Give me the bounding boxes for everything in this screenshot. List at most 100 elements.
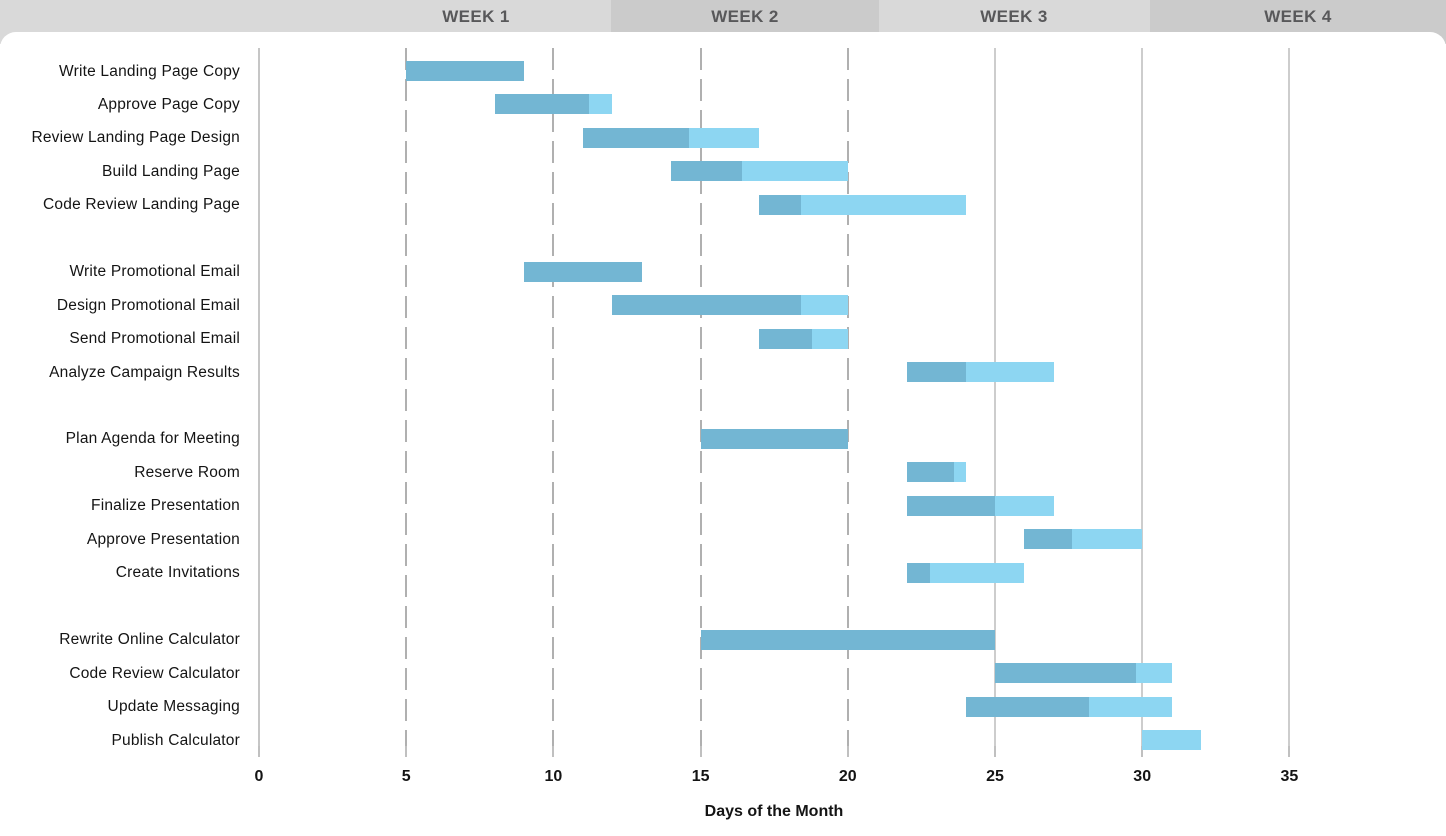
axis-tick-day-10 — [552, 746, 555, 757]
gridline-day-30 — [1141, 48, 1144, 755]
bar-complete-segment — [523, 261, 642, 282]
bar-complete-segment — [906, 462, 954, 483]
bar-remaining-segment — [741, 161, 848, 182]
axis-tick-label-day-10: 10 — [544, 768, 563, 785]
axis-tick-day-5 — [405, 746, 408, 757]
task-bar-g4-3 — [965, 696, 1172, 717]
axis-tick-day-20 — [846, 746, 849, 757]
task-bar-g1-2 — [494, 94, 613, 115]
task-bar-g2-3 — [759, 328, 848, 349]
bar-remaining-segment — [1071, 529, 1143, 550]
gridline-day-15 — [699, 48, 702, 755]
task-bar-g1-4 — [671, 161, 848, 182]
task-bar-g2-1 — [523, 261, 642, 282]
task-label-g1-3: Review Landing Page Design — [31, 129, 240, 147]
bar-complete-segment — [700, 629, 995, 650]
axis-tick-day-0 — [258, 746, 260, 757]
axis-tick-day-15 — [699, 746, 702, 757]
x-axis-title: Days of the Month — [704, 803, 844, 820]
bar-complete-segment — [406, 61, 524, 81]
bar-remaining-segment — [1142, 730, 1202, 750]
bar-remaining-segment — [588, 94, 613, 115]
axis-tick-label-day-5: 5 — [401, 768, 411, 785]
axis-tick-label-day-25: 25 — [986, 768, 1004, 785]
gridline-day-35 — [1288, 48, 1291, 755]
bar-remaining-segment — [930, 562, 1025, 583]
bar-remaining-segment — [688, 127, 760, 148]
task-label-g2-2: Design Promotional Email — [56, 296, 240, 314]
task-bar-g3-4 — [1024, 529, 1143, 550]
task-bar-g3-2 — [906, 462, 966, 483]
task-bar-g3-5 — [906, 562, 1025, 583]
bar-remaining-segment — [800, 194, 966, 215]
task-label-g3-4: Approve Presentation — [86, 530, 240, 548]
bar-remaining-segment — [1089, 696, 1172, 717]
bar-complete-segment — [700, 428, 848, 449]
week4-label: WEEK 4 — [1264, 7, 1332, 26]
week3-label: WEEK 3 — [980, 7, 1048, 26]
bar-complete-segment — [494, 94, 589, 115]
task-label-g1-1: Write Landing Page Copy — [59, 62, 240, 80]
task-bar-g2-4 — [906, 362, 1054, 383]
bar-complete-segment — [906, 562, 931, 583]
task-label-g1-2: Approve Page Copy — [97, 95, 240, 113]
task-bar-g4-4 — [1142, 730, 1202, 750]
task-label-g4-2: Code Review Calculator — [69, 664, 240, 682]
bar-complete-segment — [612, 295, 801, 316]
gridline-day-5 — [405, 48, 408, 755]
week1-label: WEEK 1 — [442, 7, 510, 26]
task-label-g1-4: Build Landing Page — [101, 162, 240, 180]
gridline-day-0 — [258, 48, 260, 755]
task-label-g2-4: Analyze Campaign Results — [49, 363, 240, 381]
axis-tick-label-day-30: 30 — [1133, 768, 1152, 785]
task-label-g4-4: Publish Calculator — [111, 731, 240, 749]
task-label-g3-3: Finalize Presentation — [91, 497, 240, 515]
task-label-g4-1: Rewrite Online Calculator — [59, 631, 240, 649]
bar-remaining-segment — [812, 328, 848, 349]
axis-tick-label-day-15: 15 — [691, 768, 710, 785]
axis-tick-day-25 — [994, 746, 996, 757]
week-header-band: WEEK 1 WEEK 2 WEEK 3 WEEK 4 — [0, 0, 1446, 44]
gridline-day-25 — [994, 48, 996, 755]
bar-complete-segment — [1024, 529, 1072, 550]
gantt-plot: 0 5 10 15 20 25 30 35 Write Landing Page Copy App… — [0, 32, 1446, 836]
axis-tick-day-30 — [1141, 746, 1144, 757]
task-label-g1-5: Code Review Landing Page — [43, 196, 240, 214]
task-bar-g4-1 — [700, 629, 995, 650]
bar-remaining-segment — [994, 495, 1054, 516]
bar-remaining-segment — [800, 295, 848, 316]
week2-label: WEEK 2 — [711, 7, 779, 26]
gridline-day-10 — [552, 48, 555, 755]
task-label-g3-2: Reserve Room — [134, 463, 240, 481]
bar-complete-segment — [995, 663, 1137, 684]
task-bar-g3-3 — [906, 495, 1054, 516]
task-label-g3-5: Create Invitations — [115, 564, 240, 582]
axis-tick-label-day-35: 35 — [1280, 768, 1299, 785]
task-bar-g1-5 — [759, 194, 966, 215]
bar-complete-segment — [759, 194, 801, 215]
task-bar-g3-1 — [700, 428, 848, 449]
bar-complete-segment — [582, 127, 689, 148]
bar-complete-segment — [671, 161, 742, 182]
axis-tick-label-day-0: 0 — [254, 768, 264, 785]
bar-remaining-segment — [1136, 663, 1172, 684]
bar-complete-segment — [906, 362, 966, 383]
task-bar-g2-2 — [612, 295, 848, 316]
task-bar-g1-3 — [582, 127, 760, 148]
bar-complete-segment — [759, 328, 813, 349]
bar-complete-segment — [965, 696, 1090, 717]
task-label-g4-3: Update Messaging — [107, 698, 240, 716]
bar-remaining-segment — [953, 462, 966, 483]
axis-tick-label-day-20: 20 — [838, 768, 857, 785]
gridline-day-20 — [846, 48, 849, 755]
bar-complete-segment — [906, 495, 995, 516]
axis-tick-day-35 — [1288, 746, 1291, 757]
chart-card: 0 5 10 15 20 25 30 35 Write Landing Page Copy App… — [0, 32, 1446, 836]
task-label-g2-3: Send Promotional Email — [69, 330, 240, 348]
task-label-g2-1: Write Promotional Email — [69, 263, 240, 281]
task-bar-g1-1 — [406, 61, 524, 81]
task-label-g3-1: Plan Agenda for Meeting — [65, 430, 240, 448]
bar-remaining-segment — [965, 362, 1054, 383]
task-bar-g4-2 — [995, 663, 1172, 684]
